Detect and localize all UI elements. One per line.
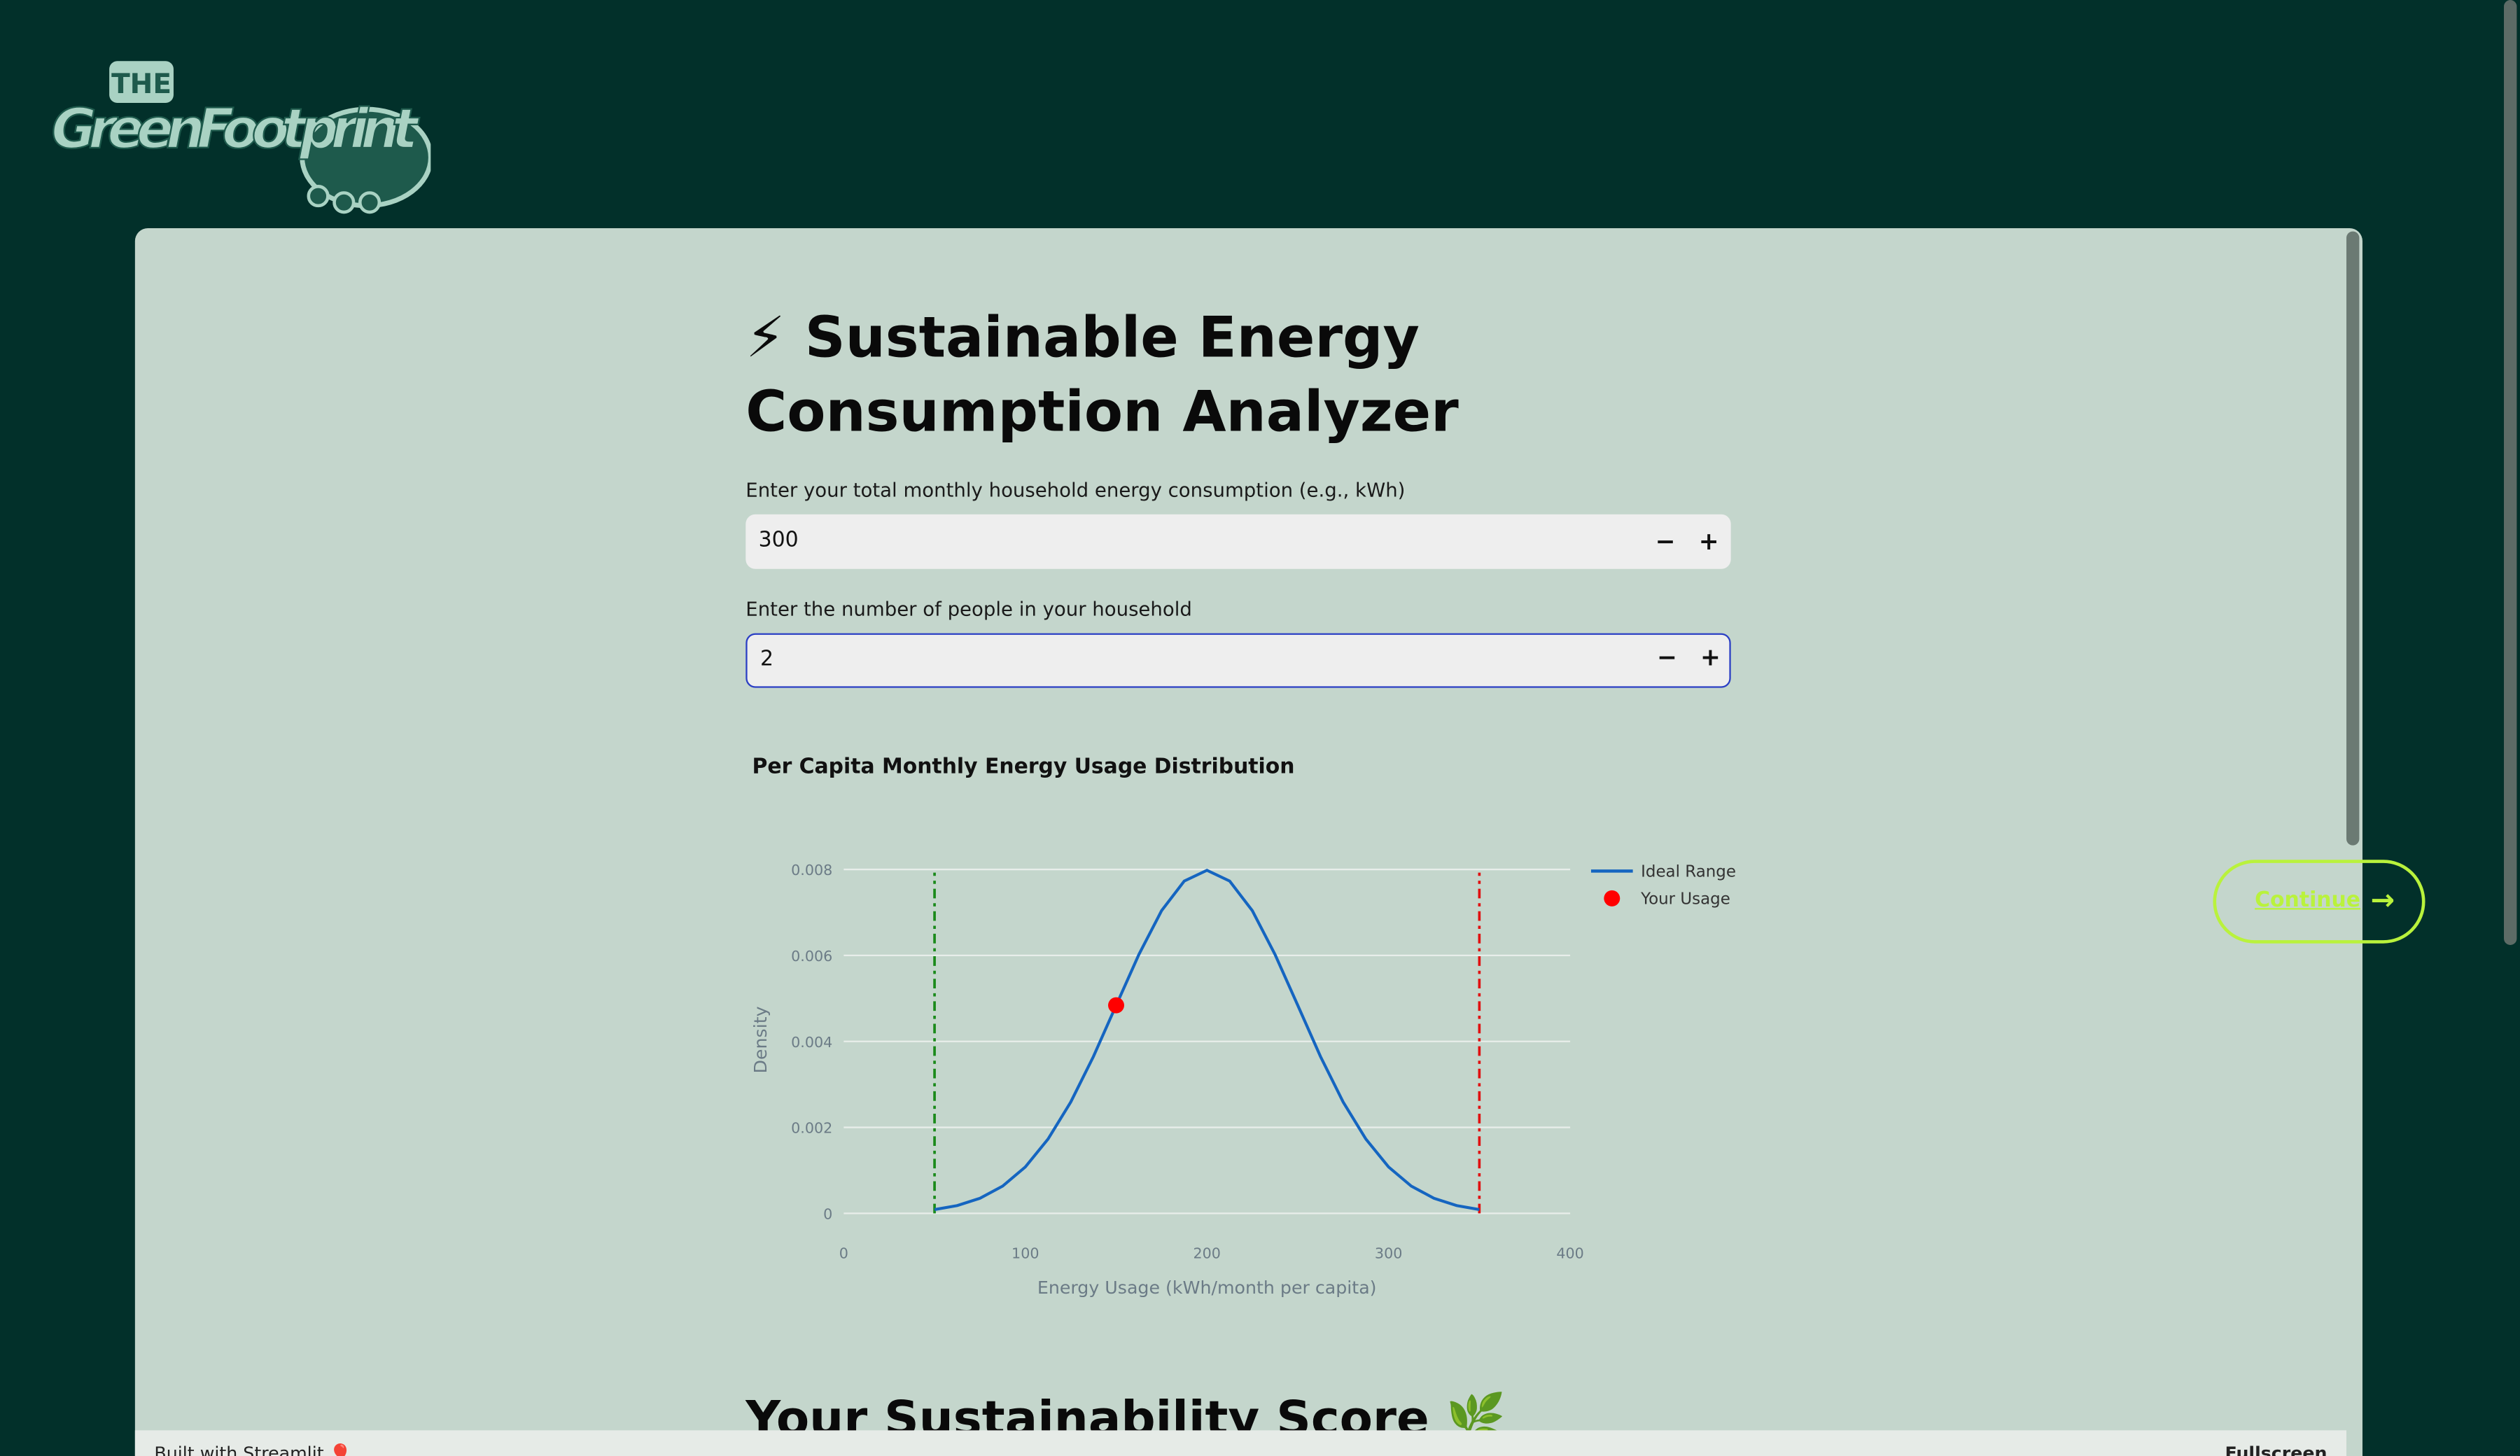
logo-main: GreenFootprint — [51, 98, 419, 161]
logo-top: THE — [111, 69, 172, 100]
number-input[interactable]: 300 − + — [746, 514, 1731, 569]
x-axis-label: Energy Usage (kWh/month per capita) — [1037, 1278, 1377, 1298]
fullscreen-link[interactable]: Fullscreen — [2225, 1443, 2328, 1456]
y-tick-label: 0 — [823, 1205, 832, 1222]
x-tick-label: 200 — [1194, 1245, 1221, 1262]
number-input[interactable]: 2 − + — [746, 633, 1731, 688]
scrollbar — [2504, 0, 2517, 945]
decrement[interactable]: − — [1657, 643, 1677, 672]
increment[interactable]: + — [1698, 527, 1719, 556]
input-label: Enter the number of people in your house… — [746, 598, 1192, 621]
button-label: Continue — [2255, 888, 2361, 913]
scrollbar — [2346, 231, 2360, 846]
chart: Per Capita Monthly Energy Usage Distribu… — [750, 754, 1736, 1298]
input-label: Enter your total monthly household energ… — [746, 479, 1406, 502]
y-tick-label: 0.004 — [791, 1034, 832, 1051]
x-tick-label: 400 — [1556, 1245, 1583, 1262]
footer: Built with Streamlit 🎈 Fullscreen — [134, 1430, 2347, 1456]
x-tick-label: 100 — [1011, 1245, 1039, 1262]
logo-toe — [307, 185, 330, 208]
logo-toe — [358, 191, 382, 214]
decrement[interactable]: − — [1655, 527, 1676, 556]
page-title: ⚡ Sustainable Energy Consumption Analyze… — [746, 307, 1459, 445]
y-tick-label: 0.002 — [791, 1120, 832, 1137]
input-value: 2 — [760, 648, 774, 672]
y-axis-label: Density — [750, 1006, 771, 1073]
chart-title: Per Capita Monthly Energy Usage Distribu… — [752, 754, 1294, 778]
x-tick-label: 0 — [839, 1245, 848, 1262]
main-panel — [134, 228, 2362, 1456]
legend-label: Ideal Range — [1641, 862, 1736, 881]
y-tick-label: 0.008 — [791, 862, 832, 878]
logo: THE GreenFootprint — [50, 61, 431, 214]
increment[interactable]: + — [1700, 643, 1721, 672]
y-tick-label: 0.006 — [791, 948, 832, 965]
legend-label: Your Usage — [1640, 890, 1730, 908]
input-value: 300 — [758, 528, 799, 553]
footer-left: Built with Streamlit 🎈 — [154, 1443, 352, 1456]
arrow-icon: → — [2370, 883, 2395, 918]
continue-button[interactable]: Continue → — [2213, 860, 2426, 944]
legend-swatch — [1604, 890, 1620, 906]
line-series — [934, 869, 1480, 1211]
logo-toe — [332, 191, 356, 214]
logo-badge — [109, 61, 174, 103]
point — [1108, 997, 1124, 1014]
x-tick-label: 300 — [1375, 1245, 1402, 1262]
